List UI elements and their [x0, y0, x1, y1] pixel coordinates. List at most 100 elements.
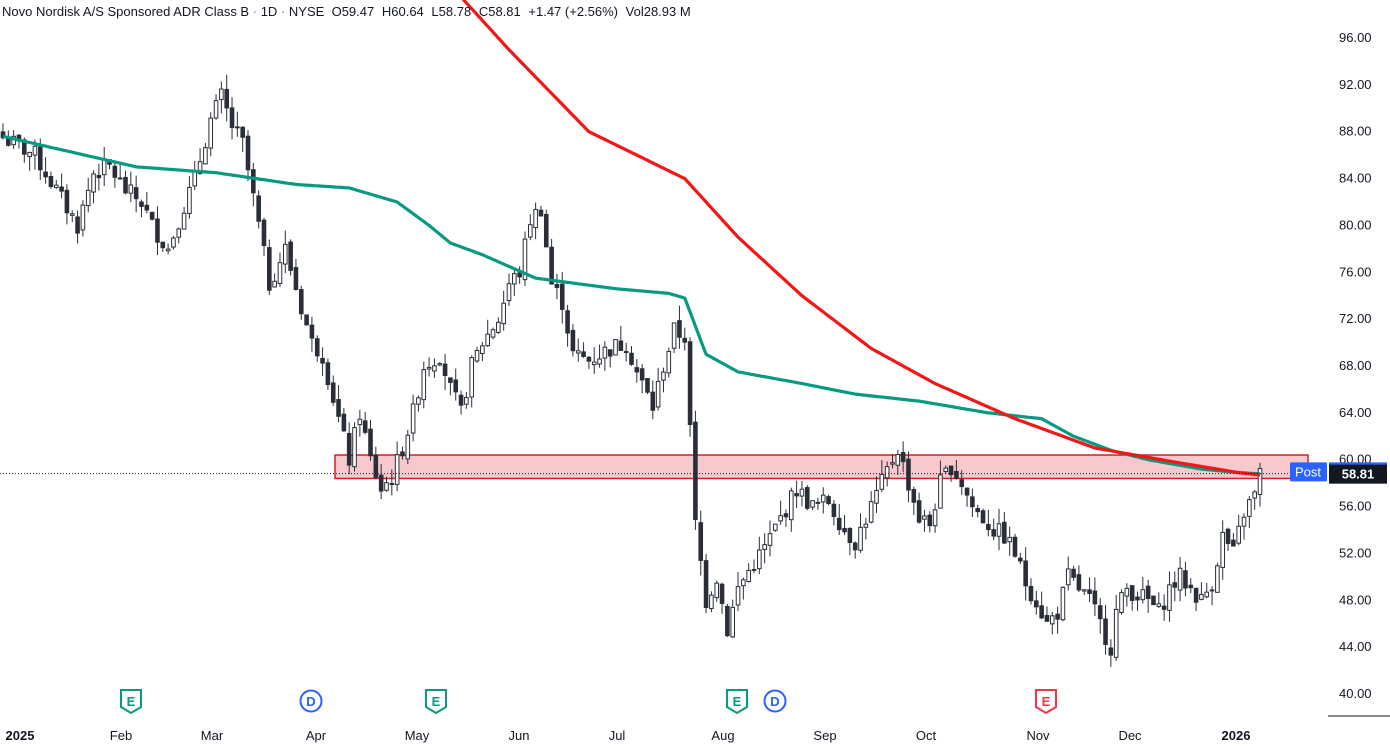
candle	[607, 349, 613, 368]
candle-body	[69, 213, 75, 216]
candle-body	[799, 488, 805, 497]
candle	[496, 317, 501, 334]
candle	[506, 273, 512, 306]
candle	[528, 214, 533, 241]
candle	[282, 230, 288, 274]
candle-body	[277, 262, 283, 284]
candle	[634, 359, 640, 383]
event-label: E	[733, 694, 742, 709]
candle	[1252, 490, 1257, 510]
candle	[1097, 597, 1103, 634]
candle-body	[948, 465, 954, 476]
x-tick-label: Apr	[306, 728, 327, 743]
candle	[639, 364, 645, 394]
candle-body	[591, 361, 597, 366]
candle	[1023, 547, 1028, 601]
candle	[773, 523, 778, 532]
candle-body	[1028, 585, 1034, 602]
candle-body	[725, 605, 730, 637]
time-axis[interactable]: 2025 Feb Mar Apr May Jun Jul Aug Sep Oct Nov Dec 202…	[6, 728, 1251, 743]
candle-body	[32, 145, 38, 156]
y-tick-label: 64.00	[1339, 405, 1372, 420]
candle	[709, 591, 714, 613]
candle-body	[1231, 539, 1236, 547]
candle-body	[820, 494, 826, 503]
candle	[1225, 527, 1231, 551]
y-tick-label: 80.00	[1339, 217, 1372, 232]
candle	[229, 97, 235, 140]
candle	[1177, 556, 1183, 602]
candle	[645, 378, 650, 395]
low-label: L	[431, 4, 439, 19]
candle-body	[389, 482, 395, 485]
candle-body	[1092, 590, 1098, 605]
candle	[543, 209, 549, 248]
candle-body	[314, 338, 320, 357]
candle	[256, 190, 261, 229]
x-tick-label: 2026	[1222, 728, 1251, 743]
candle-body	[330, 382, 336, 403]
candle	[272, 273, 277, 288]
candle	[735, 572, 741, 612]
candle	[1145, 579, 1151, 614]
candle	[1049, 611, 1055, 635]
candle-body	[671, 322, 677, 349]
candle-body	[528, 224, 533, 238]
close-value: 58.81	[488, 4, 521, 19]
x-tick-label: Dec	[1118, 728, 1142, 743]
candle	[586, 355, 592, 370]
candle	[213, 94, 219, 120]
candle-body	[943, 467, 949, 473]
earnings-icon: E	[425, 689, 447, 715]
candle	[405, 429, 411, 465]
x-tick-label: 2025	[6, 728, 35, 743]
candle	[570, 324, 576, 357]
candle-body	[1097, 605, 1103, 620]
candle-body	[80, 204, 86, 231]
candle	[187, 176, 192, 219]
candle	[538, 205, 544, 217]
candle-body	[565, 310, 570, 334]
last-price-box	[1329, 464, 1387, 484]
candle	[101, 146, 107, 187]
candle-body	[293, 267, 299, 290]
candle-body	[373, 454, 379, 478]
candle-body	[272, 280, 277, 288]
candle	[996, 508, 1002, 551]
candle	[330, 375, 336, 406]
price-axis[interactable]: 96.00 92.00 88.00 84.00 80.00 76.00 72.00 68.00…	[1328, 30, 1390, 717]
candle-body	[512, 273, 517, 285]
y-tick-label: 92.00	[1339, 77, 1372, 92]
candle-body	[282, 243, 288, 265]
candle	[1236, 514, 1241, 546]
event-label: D	[306, 694, 315, 709]
candle-body	[863, 523, 869, 528]
candle	[842, 515, 847, 536]
candle-body	[91, 173, 96, 193]
candle-body	[858, 526, 863, 551]
earnings-shield	[425, 689, 447, 715]
candle-body	[1140, 589, 1146, 601]
candle	[906, 451, 911, 503]
event-label: E	[1042, 694, 1051, 709]
candle-body	[922, 515, 927, 520]
high-label: H	[381, 4, 392, 19]
candle-body	[980, 510, 986, 524]
candle-body	[804, 487, 810, 509]
candle-body	[341, 413, 347, 432]
candle-body	[1033, 600, 1039, 608]
candle	[1044, 606, 1050, 622]
x-tick-label: May	[405, 728, 430, 743]
candle-body	[405, 434, 411, 460]
candle	[703, 553, 709, 614]
candle	[373, 446, 379, 480]
candle	[410, 394, 416, 442]
candle-body	[714, 582, 720, 599]
candle	[245, 130, 251, 182]
candle-body	[1076, 574, 1082, 591]
symbol-name: Novo Nordisk A/S Sponsored ADR Class B	[2, 4, 250, 19]
low-value: 58.78	[438, 4, 472, 19]
